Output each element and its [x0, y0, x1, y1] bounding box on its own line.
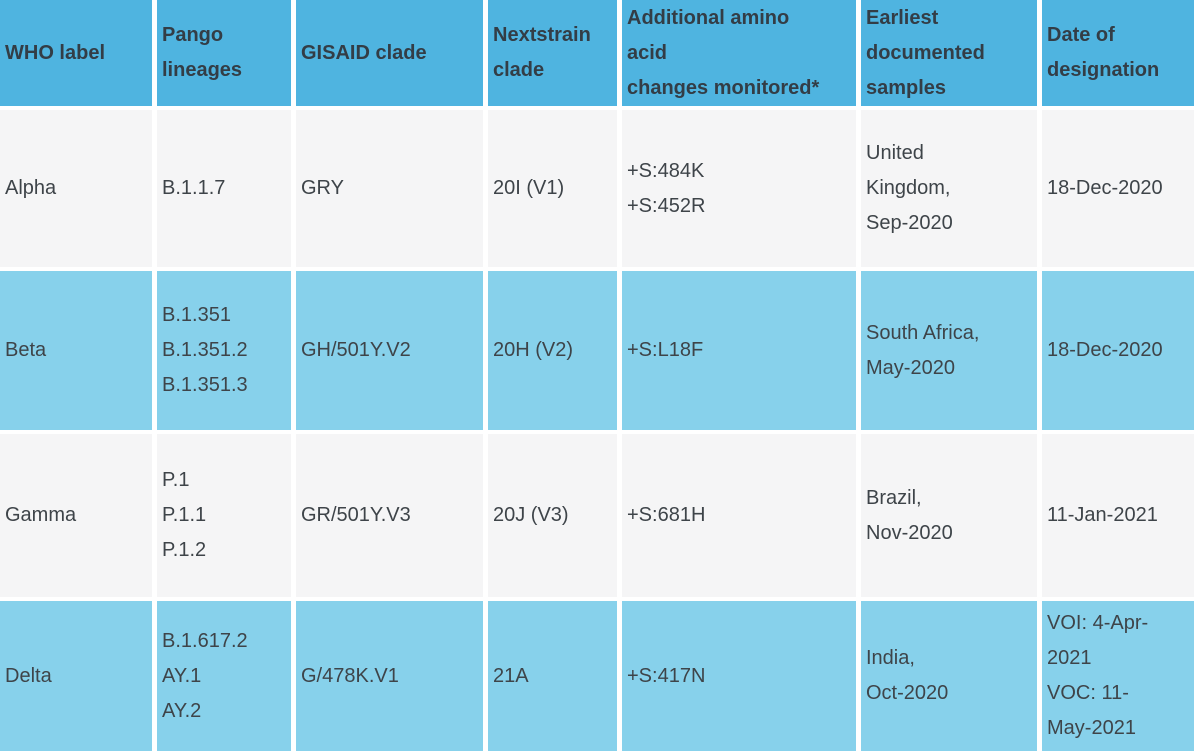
header-label: documented [866, 41, 985, 64]
header-label: Date of [1047, 24, 1115, 46]
header-cell-who-label: WHO label [0, 0, 152, 106]
row-alpha-who-label: Alpha [0, 110, 152, 267]
cell-text: G/478K.V1 [301, 664, 399, 687]
row-beta-nextstrain-clade: 20H (V2) [488, 271, 617, 430]
cell-text: B.1.351 [162, 304, 231, 326]
row-alpha-amino-acid-changes: +S:484K +S:452R [622, 110, 856, 267]
row-alpha-gisaid-clade: GRY [296, 110, 483, 267]
cell-text: South Africa, [866, 321, 980, 344]
row-beta-who-label: Beta [0, 271, 152, 430]
row-gamma-earliest-samples: Brazil, Nov-2020 [861, 434, 1037, 597]
cell-text: AY.1 [162, 664, 202, 687]
row-alpha-date-of-designation: 18-Dec-2020 [1042, 110, 1194, 267]
cell-text: India, [866, 647, 915, 669]
row-alpha-nextstrain-clade: 20I (V1) [488, 110, 617, 267]
cell-text: B.1.1.7 [162, 177, 226, 199]
cell-text: Nov-2020 [866, 521, 953, 544]
cell-text: Gamma [5, 504, 77, 526]
row-delta-earliest-samples: India, Oct-2020 [861, 601, 1037, 751]
header-cell-earliest-samples: Earliest documented samples [861, 0, 1037, 106]
row-delta-who-label: Delta [0, 601, 152, 751]
cell-text: GRY [301, 177, 344, 199]
cell-text: 18-Dec-2020 [1047, 339, 1163, 361]
cell-text: 20H (V2) [493, 339, 574, 361]
row-gamma-amino-acid-changes: +S:681H [622, 434, 856, 597]
row-beta-pango-lineages: B.1.351 B.1.351.2 B.1.351.3 [157, 271, 291, 430]
header-label: acid [627, 41, 668, 64]
row-delta-nextstrain-clade: 21A [488, 601, 617, 751]
header-cell-gisaid-clade: GISAID clade [296, 0, 483, 106]
cell-text: Brazil, [866, 486, 922, 509]
cell-text: VOC: 11- [1047, 682, 1129, 704]
cell-text: 21A [493, 664, 529, 687]
row-delta-date-of-designation: VOI: 4-Apr- 2021 VOC: 11- May-2021 [1042, 601, 1194, 751]
row-gamma-nextstrain-clade: 20J (V3) [488, 434, 617, 597]
row-delta-amino-acid-changes: +S:417N [622, 601, 856, 751]
row-beta-gisaid-clade: GH/501Y.V2 [296, 271, 483, 430]
header-label: clade [493, 59, 545, 81]
row-gamma-gisaid-clade: GR/501Y.V3 [296, 434, 483, 597]
row-alpha-pango-lineages: B.1.1.7 [157, 110, 291, 267]
row-beta-amino-acid-changes: +S:L18F [622, 271, 856, 430]
row-alpha-earliest-samples: United Kingdom, Sep-2020 [861, 110, 1037, 267]
cell-text: +S:L18F [627, 339, 704, 361]
cell-text: May-2021 [1047, 717, 1136, 739]
row-gamma-pango-lineages: P.1 P.1.1 P.1.2 [157, 434, 291, 597]
cell-text: +S:681H [627, 504, 706, 526]
cell-text: +S:452R [627, 194, 706, 217]
cell-text: P.1.2 [162, 539, 207, 561]
header-cell-date-of-designation: Date of designation [1042, 0, 1194, 106]
cell-text: +S:417N [627, 664, 706, 687]
cell-text: 11-Jan-2021 [1047, 504, 1158, 526]
header-label: samples [866, 76, 947, 99]
header-label: Additional amino [627, 6, 790, 29]
row-gamma-date-of-designation: 11-Jan-2021 [1042, 434, 1194, 597]
cell-text: B.1.351.3 [162, 374, 248, 396]
header-label: designation [1047, 59, 1160, 81]
header-label: Nextstrain [493, 24, 591, 46]
header-label: changes monitored* [627, 76, 820, 99]
cell-text: 20I (V1) [493, 177, 565, 199]
row-delta-gisaid-clade: G/478K.V1 [296, 601, 483, 751]
row-gamma-who-label: Gamma [0, 434, 152, 597]
header-cell-amino-acid-changes: Additional amino acid changes monitored* [622, 0, 856, 106]
cell-text: 18-Dec-2020 [1047, 177, 1163, 199]
cell-text: 2021 [1047, 647, 1092, 669]
header-cell-nextstrain-clade: Nextstrain clade [488, 0, 617, 106]
row-beta-earliest-samples: South Africa, May-2020 [861, 271, 1037, 430]
cell-text: P.1 [162, 469, 190, 491]
cell-text: P.1.1 [162, 504, 207, 526]
header-label: lineages [162, 59, 243, 81]
header-cell-pango-lineages: Pango lineages [157, 0, 291, 106]
row-delta-pango-lineages: B.1.617.2 AY.1 AY.2 [157, 601, 291, 751]
row-beta-date-of-designation: 18-Dec-2020 [1042, 271, 1194, 430]
cell-text: +S:484K [627, 159, 705, 182]
cell-text: GR/501Y.V3 [301, 504, 411, 526]
cell-text: Beta [5, 339, 47, 361]
cell-text: Oct-2020 [866, 682, 949, 704]
header-label: Earliest [866, 6, 939, 29]
cell-text: Sep-2020 [866, 212, 953, 234]
cell-text: VOI: 4-Apr- [1047, 612, 1149, 634]
header-label: Pango [162, 24, 224, 46]
cell-text: Kingdom, [866, 177, 951, 199]
cell-text: B.1.617.2 [162, 629, 248, 652]
cell-text: Alpha [5, 177, 57, 199]
header-label: WHO label [5, 41, 106, 64]
cell-text: AY.2 [162, 699, 202, 722]
cell-text: 20J (V3) [493, 504, 569, 526]
cell-text: GH/501Y.V2 [301, 339, 411, 361]
header-label: GISAID clade [301, 41, 427, 64]
cell-text: United [866, 142, 924, 164]
cell-text: May-2020 [866, 356, 955, 379]
cell-text: Delta [5, 664, 52, 687]
cell-text: B.1.351.2 [162, 339, 248, 361]
